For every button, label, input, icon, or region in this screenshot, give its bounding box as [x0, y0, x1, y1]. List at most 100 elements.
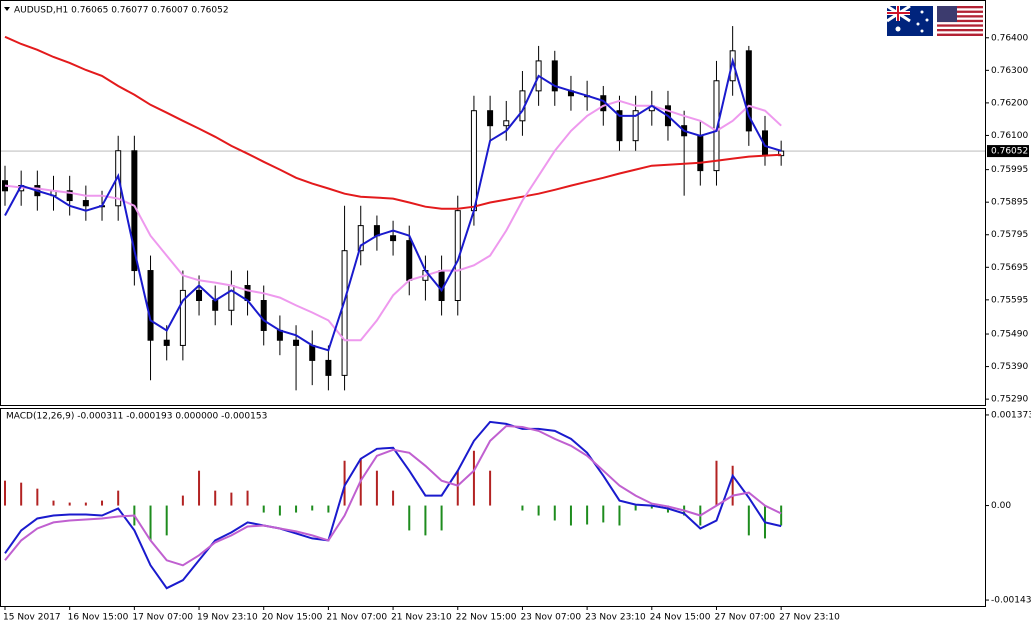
x-tick-label: 24 Nov 15:00 [650, 613, 711, 623]
candle-body [390, 235, 397, 242]
flag-usa [937, 6, 983, 36]
histogram-bar [327, 505, 330, 513]
y-tick-label: 0.76200 [991, 98, 1028, 108]
candle-body [196, 289, 203, 302]
current-price-box [987, 145, 1029, 158]
histogram-bar [52, 500, 55, 506]
y-tick-label: 0.75795 [991, 230, 1028, 240]
candle-body [406, 240, 413, 281]
candle-body [745, 50, 752, 132]
histogram-bar [295, 505, 298, 513]
candle-body [503, 120, 510, 127]
histogram-bar [4, 480, 6, 506]
histogram-bar [392, 490, 395, 506]
histogram-bar [780, 505, 783, 526]
y-tick-label: 0.75390 [991, 362, 1028, 372]
histogram-bar [569, 505, 572, 526]
histogram-bar [198, 470, 201, 506]
histogram-bar [489, 470, 492, 506]
histogram-bar [634, 505, 637, 511]
chart-title: AUDUSD,H1 0.76065 0.76077 0.76007 0.7605… [14, 6, 229, 16]
x-tick-label: 27 Nov 07:00 [714, 613, 775, 623]
histogram-bar [181, 495, 184, 506]
histogram-bar [68, 502, 71, 506]
histogram-bar [214, 490, 217, 506]
histogram-bar [117, 490, 120, 506]
y-tick-label: 0.75895 [991, 198, 1028, 208]
histogram-bar [101, 500, 104, 506]
x-tick-label: 21 Nov 23:10 [391, 613, 452, 623]
y-tick-label: 0.76300 [991, 66, 1028, 76]
candle-body [470, 110, 477, 212]
candle-body [260, 300, 267, 331]
candle-body [713, 80, 720, 172]
candle-body [66, 190, 73, 202]
macd-title: MACD(12,26,9) -0.000311 -0.000193 0.0000… [6, 412, 267, 422]
y-tick-label: 0.75290 [991, 395, 1028, 405]
y-tick-label: 0.001373 [991, 410, 1031, 420]
candle-body [697, 135, 704, 172]
header-arrow [4, 7, 10, 11]
indicator-line [4, 420, 782, 590]
y-tick-label: 0.75995 [991, 165, 1028, 175]
histogram-bar [20, 482, 23, 506]
flag-australia [886, 4, 933, 36]
histogram-bar [408, 505, 411, 531]
histogram-bar [472, 450, 475, 506]
histogram-bar [375, 470, 378, 506]
histogram-bar [586, 505, 589, 525]
histogram-bar [440, 505, 443, 531]
histogram-bar [246, 490, 249, 506]
histogram-bar [715, 460, 718, 506]
x-tick-label: 22 Nov 15:00 [456, 613, 517, 623]
x-tick-label: 23 Nov 07:00 [520, 613, 581, 623]
histogram-bar [230, 492, 233, 506]
candle-body [487, 110, 494, 127]
y-tick-label: 0.00 [991, 501, 1011, 511]
histogram-bar [650, 505, 653, 509]
candle-body [341, 250, 348, 376]
histogram-bar [84, 502, 87, 506]
x-tick-label: 27 Nov 23:10 [779, 613, 840, 623]
histogram-bar [456, 470, 459, 506]
histogram-bar [343, 460, 346, 506]
histogram-bar [731, 465, 734, 506]
indicator-line [4, 424, 782, 567]
candle-body [551, 60, 558, 92]
y-tick-label: 0.75490 [991, 330, 1028, 340]
candle-body [325, 359, 332, 376]
x-tick-label: 15 Nov 2017 [3, 613, 61, 623]
histogram-bar [602, 505, 605, 523]
indicator-line [4, 56, 782, 352]
x-tick-label: 17 Nov 07:00 [132, 613, 193, 623]
candle-body [163, 339, 170, 346]
histogram-bar [521, 505, 524, 511]
x-tick-label: 23 Nov 23:10 [585, 613, 646, 623]
histogram-bar [311, 505, 314, 511]
y-tick-label: -0.001432 [991, 596, 1031, 606]
x-tick-label: 16 Nov 15:00 [68, 613, 129, 623]
current-price-label: 0.76052 [991, 147, 1028, 157]
candle-body [309, 344, 316, 361]
y-tick-label: 0.75695 [991, 263, 1028, 273]
y-tick-label: 0.75595 [991, 295, 1028, 305]
candle-body [616, 110, 623, 142]
macd-panel [0, 408, 986, 607]
indicator-line [4, 35, 782, 210]
main-panel [0, 0, 986, 406]
candle-body [179, 289, 186, 346]
x-tick-label: 21 Nov 07:00 [326, 613, 387, 623]
candle-body [147, 270, 154, 341]
histogram-bar [747, 505, 750, 536]
candle-body [357, 225, 364, 252]
histogram-bar [537, 505, 540, 516]
histogram-bar [618, 505, 621, 526]
candle-body [293, 339, 300, 346]
y-tick-label: 0.76400 [991, 33, 1028, 43]
histogram-bar [149, 505, 152, 541]
candle-body [82, 200, 89, 207]
candle-body [212, 300, 219, 311]
histogram-bar [278, 505, 281, 516]
